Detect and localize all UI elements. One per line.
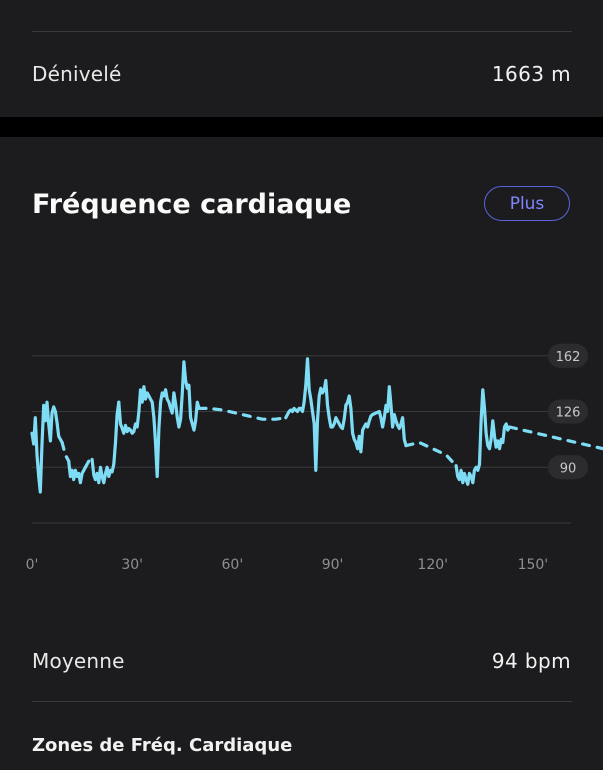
x-tick-label: 120' [417, 557, 448, 573]
divider [32, 701, 572, 702]
heart-rate-line-segment [30, 400, 64, 494]
heart-rate-line-segment [477, 388, 512, 466]
section-separator [0, 117, 603, 137]
y-tick-label: 90 [560, 461, 577, 476]
elevation-label: Dénivelé [32, 62, 122, 86]
heart-rate-title: Fréquence cardiaque [32, 189, 352, 220]
heart-rate-chart: 162 126 90 0' 30' 60' 90' 120' 150' [26, 343, 603, 573]
x-tick-label: 30' [121, 557, 143, 573]
divider [32, 31, 572, 32]
y-tick-label: 162 [556, 350, 581, 365]
heart-rate-line-segment [284, 357, 348, 472]
heart-rate-line-segment [377, 385, 408, 448]
heart-rate-line-segment [90, 400, 121, 485]
heart-rate-line-segment [117, 360, 201, 479]
average-value: 94 bpm [491, 649, 571, 673]
elevation-value: 1663 m [491, 62, 571, 86]
x-tick-label: 90' [322, 557, 344, 573]
elevation-card: Dénivelé 1663 m [0, 0, 603, 117]
x-tick-label: 60' [222, 557, 244, 573]
heart-rate-line-segment [344, 394, 375, 454]
heart-rate-line-segment [83, 457, 94, 469]
heart-rate-line-segment [197, 406, 288, 421]
heart-rate-line-segment [67, 459, 87, 485]
heart-rate-card: Fréquence cardiaque Plus 162 126 90 0' 30' 6… [0, 137, 603, 770]
heart-rate-line-segment [454, 462, 482, 486]
y-tick-badge [548, 343, 588, 368]
x-tick-label: 150' [518, 557, 549, 573]
average-label: Moyenne [32, 649, 125, 673]
more-button[interactable]: Plus [484, 186, 570, 221]
y-tick-badge [548, 399, 588, 424]
x-tick-label: 0' [26, 557, 39, 573]
heart-rate-line-segment [404, 440, 458, 468]
y-tick-badge [548, 455, 588, 480]
heart-rate-line-segment [507, 425, 603, 451]
heart-rate-line-segment [60, 440, 71, 463]
y-tick-label: 126 [556, 406, 581, 421]
heart-rate-zones-title: Zones de Fréq. Cardiaque [32, 735, 293, 756]
